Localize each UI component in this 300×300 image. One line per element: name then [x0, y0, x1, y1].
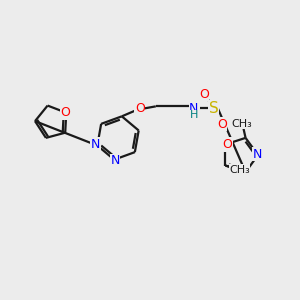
- Text: O: O: [135, 102, 145, 115]
- Text: CH₃: CH₃: [231, 119, 252, 129]
- Text: H: H: [190, 110, 198, 120]
- Text: O: O: [217, 118, 227, 131]
- Text: N: N: [252, 148, 262, 160]
- Text: CH₃: CH₃: [229, 165, 250, 175]
- Text: O: O: [223, 138, 232, 151]
- Text: N: N: [110, 154, 120, 167]
- Text: N: N: [189, 102, 199, 115]
- Text: S: S: [209, 101, 219, 116]
- Text: O: O: [199, 88, 209, 101]
- Text: N: N: [91, 138, 100, 151]
- Text: O: O: [60, 106, 70, 119]
